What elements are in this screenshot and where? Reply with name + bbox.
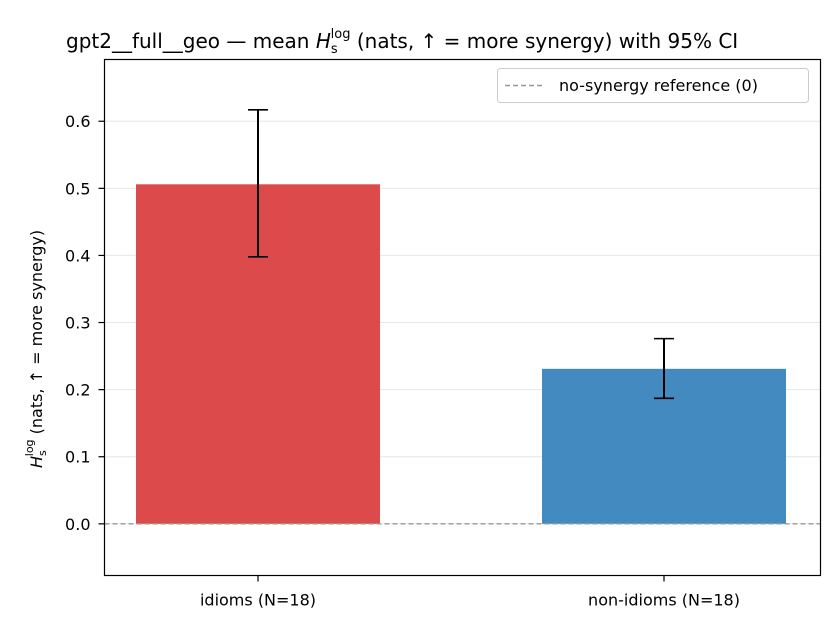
x-tick-label: non-idioms (N=18) — [588, 591, 740, 610]
y-tick-label: 0.3 — [65, 314, 90, 333]
title-symbol: H — [316, 29, 331, 53]
y-tick-label: 0.4 — [65, 246, 90, 265]
legend-frame — [497, 68, 809, 103]
y-tick-label: 0.2 — [65, 381, 90, 400]
y-tick-label: 0.0 — [65, 515, 90, 534]
y-ticks: 0.0 0.1 0.2 0.3 0.4 0.5 0.6 — [65, 112, 105, 534]
title-sup: log — [331, 27, 351, 42]
ylabel-sup: log — [23, 439, 36, 456]
y-tick-label: 0.5 — [65, 179, 90, 198]
plot-frame — [103, 58, 822, 577]
ylabel-symbol: H — [27, 456, 46, 468]
legend: no-synergy reference (0) — [497, 68, 809, 103]
error-bars — [248, 109, 674, 400]
ylabel-suffix: (nats, ↑ = more synergy) — [27, 230, 46, 440]
chart-title: gpt2__full__geo — mean Hslog (nats, ↑ = … — [66, 27, 738, 57]
title-suffix: (nats, ↑ = more synergy) with 95% CI — [350, 29, 738, 53]
title-prefix: gpt2__full__geo — mean — [66, 29, 316, 53]
bars — [136, 184, 786, 524]
title-sub: s — [331, 42, 338, 57]
y-axis-label: Hslog (nats, ↑ = more synergy) — [23, 230, 49, 468]
x-tick-label: idioms (N=18) — [200, 591, 316, 610]
legend-reference-label: no-synergy reference (0) — [559, 76, 758, 95]
y-tick-label: 0.1 — [65, 448, 90, 467]
x-ticks: idioms (N=18) non-idioms (N=18) — [200, 575, 740, 610]
ylabel-sub: s — [36, 450, 49, 456]
y-tick-label: 0.6 — [65, 112, 90, 131]
